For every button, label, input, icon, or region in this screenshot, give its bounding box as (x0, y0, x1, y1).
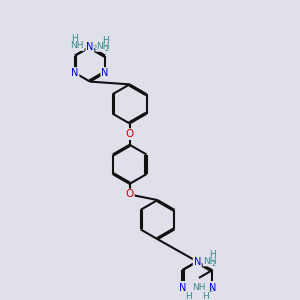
Text: O: O (125, 190, 134, 200)
Text: O: O (125, 129, 134, 139)
Text: NH: NH (203, 256, 217, 266)
Text: 2: 2 (104, 46, 109, 52)
Text: NH: NH (70, 41, 84, 50)
Text: 2: 2 (212, 261, 216, 267)
Text: N: N (208, 283, 216, 292)
Text: H: H (185, 292, 192, 300)
Text: H: H (71, 34, 78, 43)
Text: H: H (209, 250, 216, 259)
Text: N: N (71, 68, 79, 78)
Text: NH: NH (96, 42, 110, 51)
Text: 2: 2 (93, 46, 97, 52)
Text: N: N (86, 42, 94, 52)
Text: H: H (202, 292, 208, 300)
Text: 2: 2 (208, 286, 213, 292)
Text: N: N (101, 68, 109, 78)
Text: NH: NH (192, 283, 206, 292)
Text: N: N (194, 256, 201, 266)
Text: N: N (178, 283, 186, 292)
Text: H: H (102, 36, 109, 45)
